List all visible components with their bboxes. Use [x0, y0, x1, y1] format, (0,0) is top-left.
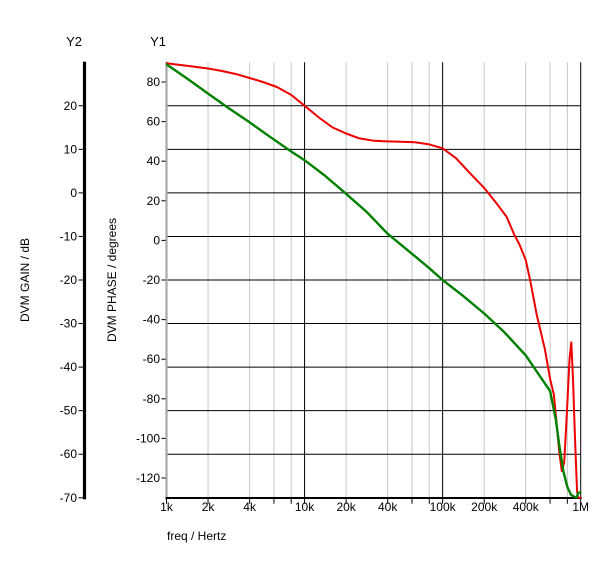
y2-tick-label: 20	[64, 99, 78, 113]
x-axis-bar	[165, 497, 582, 499]
x-tick-label: 1M	[572, 500, 589, 514]
curves	[166, 62, 582, 499]
x-tick-label: 400k	[513, 500, 540, 514]
tick-marks	[78, 81, 582, 504]
y1-tick-label: -80	[143, 392, 161, 406]
y2-tick-label: 0	[70, 186, 77, 200]
y1-tick-label: -60	[143, 352, 161, 366]
axis-lines	[82, 61, 582, 500]
y1-tick-label: -20	[143, 273, 161, 287]
y2-tick-label: -50	[60, 404, 78, 418]
y1-axis-bar	[165, 61, 168, 500]
x-tick-label: 100k	[430, 500, 457, 514]
y1-axis-header: Y1	[150, 34, 166, 49]
y2-tick-label: -10	[60, 229, 78, 243]
y1-tick-label: -120	[136, 471, 160, 485]
tick-labels: 1k 2k 4k 10k 20k 40k 100k 200k 400k 1M 20 10 0 -10 -20…	[60, 75, 589, 514]
y1-tick-label: 0	[153, 233, 160, 247]
y1-tick-label: -100	[136, 431, 160, 445]
y1-tick-label: 40	[147, 154, 161, 168]
y2-tick-label: -60	[60, 447, 78, 461]
phase-curve	[166, 62, 582, 499]
y2-tick-label: 10	[64, 142, 78, 156]
y2-tick-label: -70	[60, 491, 78, 505]
y1-tick-label: 80	[147, 75, 161, 89]
x-tick-label: 2k	[202, 500, 216, 514]
y2-axis-bar	[82, 61, 87, 500]
y2-tick-label: -40	[60, 360, 78, 374]
x-tick-label: 4k	[243, 500, 257, 514]
horizontal-gridlines	[166, 105, 581, 499]
y1-tick-label: 60	[147, 115, 161, 129]
y1-tick-label: -40	[143, 313, 161, 327]
y2-tick-label: -20	[60, 273, 78, 287]
x-axis-title: freq / Hertz	[167, 529, 226, 543]
y2-tick-label: -30	[60, 317, 78, 331]
x-tick-label: 20k	[336, 500, 356, 514]
y1-tick-label: 20	[147, 194, 161, 208]
gain-curve	[166, 63, 582, 499]
x-tick-label: 1k	[160, 500, 174, 514]
gain-axis-title: DVM GAIN / dB	[18, 238, 32, 322]
phase-axis-title: DVM PHASE / degrees	[105, 218, 119, 342]
y2-axis-header: Y2	[66, 34, 82, 49]
x-tick-label: 10k	[295, 500, 315, 514]
x-tick-label: 40k	[378, 500, 398, 514]
x-tick-label: 200k	[471, 500, 498, 514]
